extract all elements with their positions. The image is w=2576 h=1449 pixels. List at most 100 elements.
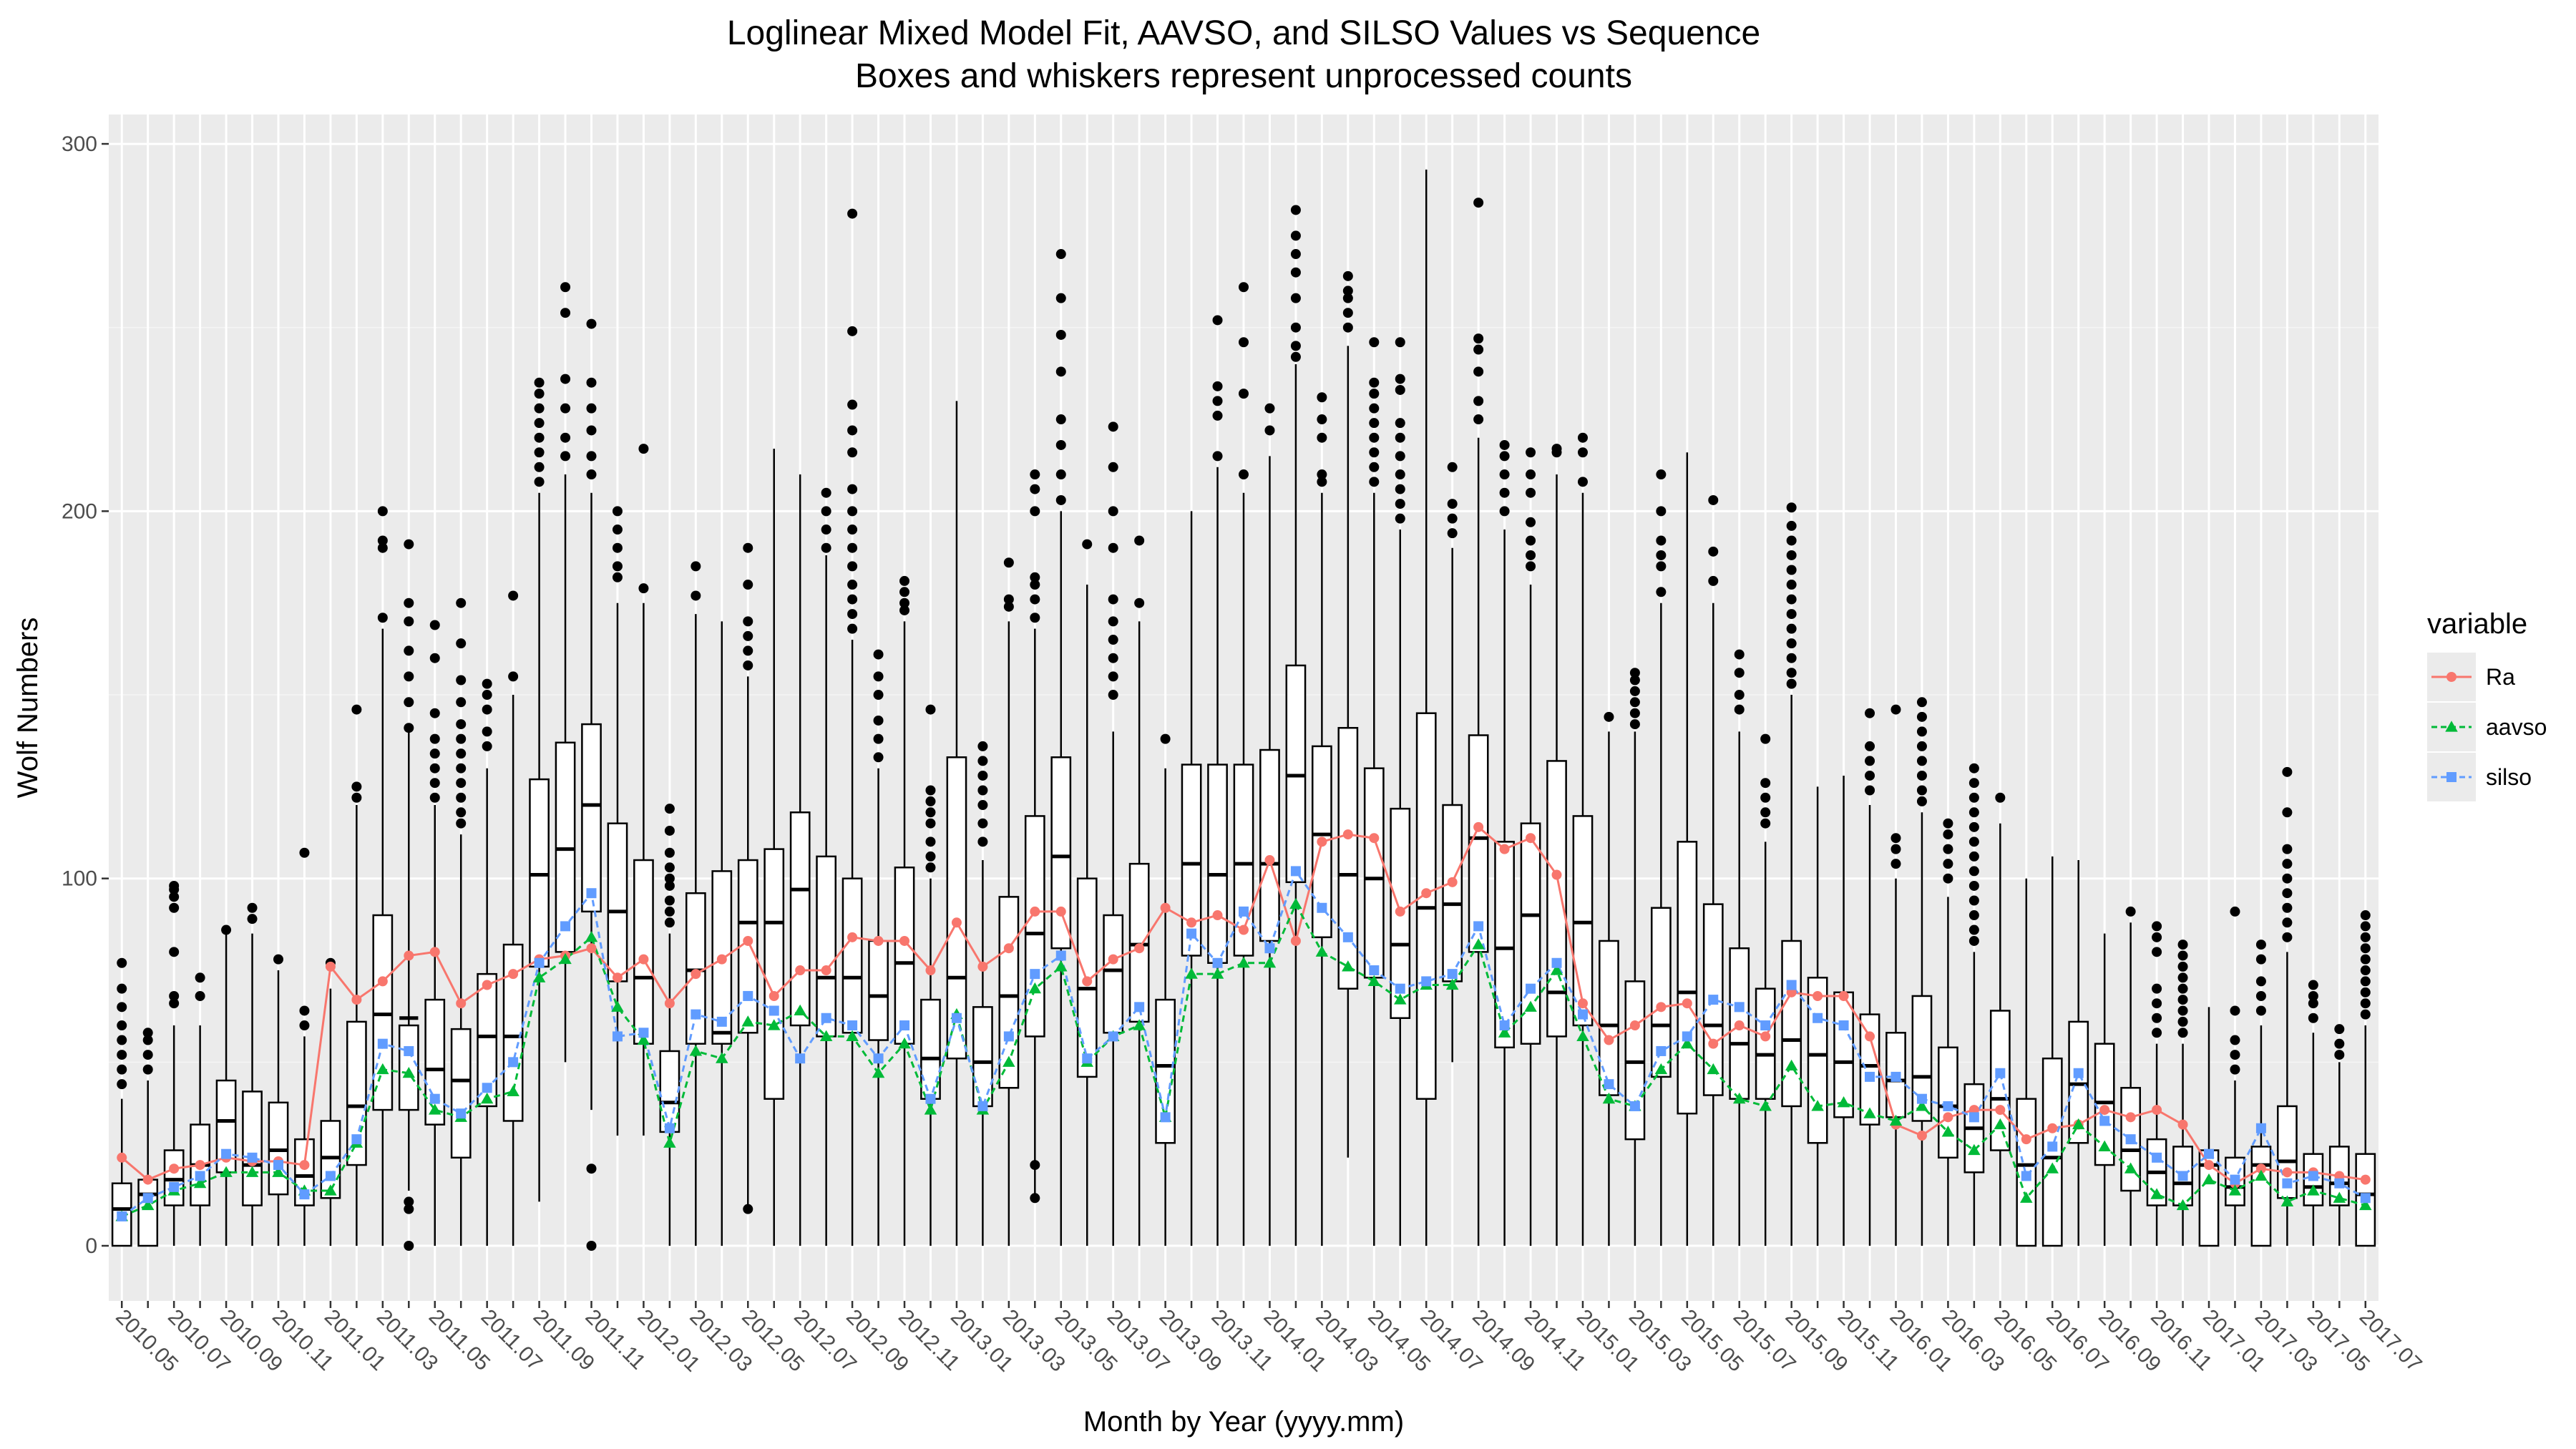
outlier-point — [1526, 517, 1536, 527]
series-point-aavso — [1654, 1063, 1668, 1075]
series-point-Ra — [1290, 935, 1301, 946]
outlier-point — [873, 690, 884, 701]
series-point-Ra — [2282, 1167, 2293, 1178]
outlier-point — [1629, 675, 1640, 686]
outlier-point — [612, 572, 623, 582]
series-point-aavso — [1002, 1055, 1015, 1067]
outlier-point — [1055, 366, 1066, 377]
outlier-point — [560, 308, 571, 318]
outlier-point — [560, 403, 571, 414]
series-point-Ra — [586, 943, 597, 954]
series-point-aavso — [1916, 1100, 1928, 1111]
outlier-point — [1786, 535, 1797, 546]
outlier-point — [977, 785, 988, 796]
outlier-point — [429, 620, 440, 630]
outlier-point — [1865, 741, 1875, 751]
series-point-silso — [1055, 950, 1066, 961]
outlier-point — [2360, 932, 2371, 942]
outlier-point — [247, 902, 258, 913]
outlier-point — [1369, 477, 1380, 487]
outlier-point — [429, 708, 440, 718]
series-point-Ra — [1447, 877, 1458, 887]
outlier-point — [2230, 1064, 2240, 1075]
outlier-point — [1395, 337, 1405, 348]
outlier-point — [117, 1002, 127, 1013]
box-2017.05 — [2303, 980, 2324, 1246]
series-point-aavso — [2359, 1199, 2372, 1211]
outlier-point — [847, 425, 858, 436]
outlier-point — [117, 957, 127, 968]
outlier-point — [560, 282, 571, 293]
series-point-aavso — [846, 1030, 859, 1041]
outlier-point — [482, 678, 492, 689]
series-point-Ra — [1082, 976, 1093, 987]
outlier-point — [1395, 513, 1405, 524]
series-point-aavso — [1941, 1126, 1955, 1137]
series-point-silso — [977, 1101, 988, 1111]
outlier-point — [1916, 741, 1927, 751]
outlier-point — [1473, 366, 1484, 377]
outlier-point — [1290, 267, 1301, 278]
box-2015.05 — [1677, 452, 1698, 1246]
outlier-point — [873, 752, 884, 763]
outlier-point — [1055, 469, 1066, 480]
outlier-point — [977, 770, 988, 781]
outlier-point — [2282, 932, 2293, 942]
box-2010.12 — [294, 847, 315, 1246]
series-point-aavso — [585, 931, 598, 942]
outlier-point — [1395, 451, 1405, 462]
series-point-aavso — [1602, 1092, 1616, 1104]
series-point-Ra — [2177, 1119, 2188, 1130]
outlier-point — [586, 451, 597, 462]
series-point-silso — [1395, 983, 1405, 994]
series-point-Ra — [1499, 844, 1510, 854]
outlier-point — [2334, 1024, 2345, 1035]
outlier-point — [1395, 432, 1405, 443]
series-point-aavso — [2072, 1118, 2085, 1130]
outlier-point — [1656, 587, 1667, 597]
series-point-silso — [1160, 1112, 1171, 1123]
outlier-point — [456, 597, 467, 608]
outlier-point — [2152, 998, 2162, 1009]
series-point-Ra — [1734, 1020, 1745, 1031]
outlier-point — [847, 525, 858, 535]
outlier-point — [664, 847, 675, 858]
outlier-point — [1943, 859, 1953, 869]
box-2016.07 — [2041, 856, 2063, 1247]
outlier-point — [1108, 506, 1118, 517]
outlier-point — [456, 778, 467, 789]
outlier-point — [1604, 711, 1614, 722]
box-body — [163, 1149, 185, 1206]
series-point-silso — [351, 1134, 362, 1145]
outlier-point — [1030, 572, 1040, 582]
series-point-Ra — [1708, 1038, 1719, 1049]
outlier-point — [664, 804, 675, 814]
outlier-point — [1317, 469, 1327, 480]
outlier-point — [299, 1005, 310, 1016]
legend: variable Ra aavso silso — [2427, 608, 2547, 801]
outlier-point — [169, 880, 180, 891]
outlier-point — [1160, 733, 1171, 744]
outlier-point — [847, 542, 858, 553]
box-body — [607, 822, 628, 982]
series-point-aavso — [819, 1030, 833, 1041]
series-point-aavso — [611, 1000, 624, 1012]
outlier-point — [1786, 580, 1797, 590]
outlier-point — [1968, 821, 1979, 832]
series-point-Ra — [1134, 943, 1145, 954]
series-point-silso — [1786, 980, 1797, 990]
outlier-point — [1108, 635, 1118, 645]
series-point-silso — [2021, 1171, 2031, 1181]
box-2017.04 — [2277, 766, 2298, 1246]
outlier-point — [2282, 844, 2293, 854]
series-point-Ra — [377, 976, 388, 987]
series-point-Ra — [1577, 998, 1588, 1009]
box-2015.03 — [1624, 668, 1646, 1246]
series-point-aavso — [1811, 1100, 1824, 1111]
legend-title: variable — [2427, 608, 2527, 640]
outlier-point — [1290, 230, 1301, 241]
series-point-Ra — [1160, 902, 1171, 913]
outlier-point — [1968, 924, 1979, 935]
series-point-silso — [1369, 965, 1380, 976]
series-point-Ra — [169, 1163, 180, 1174]
